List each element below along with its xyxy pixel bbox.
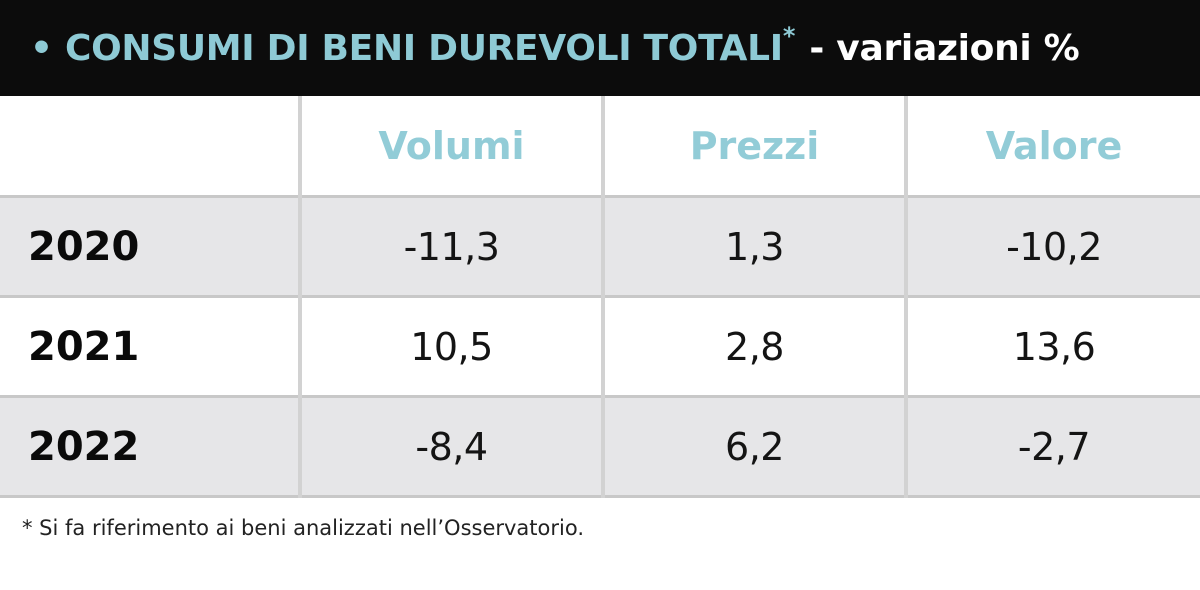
table-row: 2022 -8,4 6,2 -2,7 [0, 396, 1200, 498]
title-asterisk: * [782, 22, 796, 50]
data-table: Volumi Prezzi Valore 2020 -11,3 1,3 -10,… [0, 96, 1200, 498]
column-header-valore: Valore [904, 96, 1200, 198]
cell-valore: 13,6 [904, 296, 1200, 398]
cell-valore: -2,7 [904, 396, 1200, 498]
row-year-label: 2021 [0, 296, 300, 398]
header-empty-cell [0, 96, 300, 198]
cell-volumi: 10,5 [298, 296, 603, 398]
column-header-volumi: Volumi [298, 96, 603, 198]
table-row: 2021 10,5 2,8 13,6 [0, 296, 1200, 398]
chart-title: • CONSUMI DI BENI DUREVOLI TOTALI [30, 27, 783, 69]
title-bar: • CONSUMI DI BENI DUREVOLI TOTALI * - var… [0, 0, 1200, 96]
cell-prezzi: 6,2 [601, 396, 906, 498]
cell-prezzi: 1,3 [601, 196, 906, 298]
footnote: * Si fa riferimento ai beni analizzati n… [22, 516, 585, 540]
column-header-prezzi: Prezzi [601, 96, 906, 198]
cell-valore: -10,2 [904, 196, 1200, 298]
row-year-label: 2020 [0, 196, 300, 298]
cell-prezzi: 2,8 [601, 296, 906, 398]
cell-volumi: -11,3 [298, 196, 603, 298]
table-row: 2020 -11,3 1,3 -10,2 [0, 196, 1200, 298]
chart-subtitle: - variazioni % [809, 27, 1080, 69]
table-header-row: Volumi Prezzi Valore [0, 96, 1200, 198]
cell-volumi: -8,4 [298, 396, 603, 498]
row-year-label: 2022 [0, 396, 300, 498]
